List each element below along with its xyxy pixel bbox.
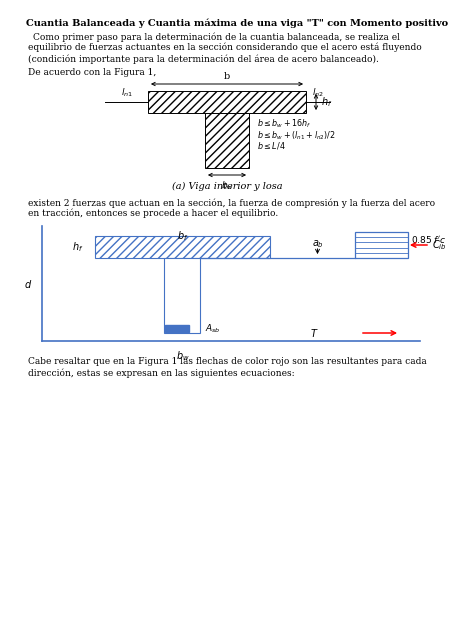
Text: $b_f$: $b_f$ bbox=[177, 229, 188, 243]
Text: dirección, estas se expresan en las siguientes ecuaciones:: dirección, estas se expresan en las sigu… bbox=[28, 368, 295, 377]
Text: $h_f$: $h_f$ bbox=[72, 240, 83, 254]
Text: b: b bbox=[224, 72, 230, 81]
Text: $b \leq b_w + 16h_f$: $b \leq b_w + 16h_f$ bbox=[257, 118, 311, 130]
Text: $l_{n1}$: $l_{n1}$ bbox=[120, 87, 133, 99]
Polygon shape bbox=[95, 236, 270, 258]
Polygon shape bbox=[148, 91, 306, 113]
Text: Como primer paso para la determinación de la cuantia balanceada, se realiza el: Como primer paso para la determinación d… bbox=[33, 32, 400, 42]
Polygon shape bbox=[205, 113, 249, 168]
Text: (a) Viga interior y losa: (a) Viga interior y losa bbox=[172, 182, 283, 191]
Text: $b \leq b_w + (l_{n1}+l_{n2})/2$: $b \leq b_w + (l_{n1}+l_{n2})/2$ bbox=[257, 129, 336, 142]
Bar bbox=[165, 325, 189, 332]
Text: $d$: $d$ bbox=[24, 277, 32, 289]
Text: $l_{n2}$: $l_{n2}$ bbox=[312, 87, 324, 99]
Text: $b \leq L/4$: $b \leq L/4$ bbox=[257, 140, 286, 151]
Text: equilibrio de fuerzas actuantes en la sección considerando que el acero está flu: equilibrio de fuerzas actuantes en la se… bbox=[28, 43, 422, 52]
Text: $h_f$: $h_f$ bbox=[321, 95, 332, 109]
Text: De acuerdo con la Figura 1,: De acuerdo con la Figura 1, bbox=[28, 68, 156, 77]
Text: existen 2 fuerzas que actuan en la sección, la fuerza de compresión y la fuerza : existen 2 fuerzas que actuan en la secci… bbox=[28, 198, 435, 207]
Bar bbox=[355, 232, 408, 258]
Text: en tracción, entonces se procede a hacer el equilibrio.: en tracción, entonces se procede a hacer… bbox=[28, 209, 278, 219]
Text: $b_w$: $b_w$ bbox=[220, 179, 234, 191]
Polygon shape bbox=[164, 258, 201, 333]
Text: $C_{ib}$: $C_{ib}$ bbox=[432, 238, 447, 252]
Text: $T$: $T$ bbox=[310, 327, 319, 339]
Text: $A_{sb}$: $A_{sb}$ bbox=[206, 323, 221, 335]
Text: $b_w$: $b_w$ bbox=[176, 349, 189, 363]
Text: $0.85\ f'c$: $0.85\ f'c$ bbox=[411, 234, 447, 245]
Text: (condición importante para la determinación del área de acero balanceado).: (condición importante para la determinac… bbox=[28, 54, 379, 63]
Text: Cuantia Balanceada y Cuantia máxima de una viga "T" con Momento positivo: Cuantia Balanceada y Cuantia máxima de u… bbox=[26, 18, 448, 28]
Text: $a_b$: $a_b$ bbox=[311, 238, 323, 250]
Text: Cabe resaltar que en la Figura 1 las flechas de color rojo son las resultantes p: Cabe resaltar que en la Figura 1 las fle… bbox=[28, 357, 427, 366]
